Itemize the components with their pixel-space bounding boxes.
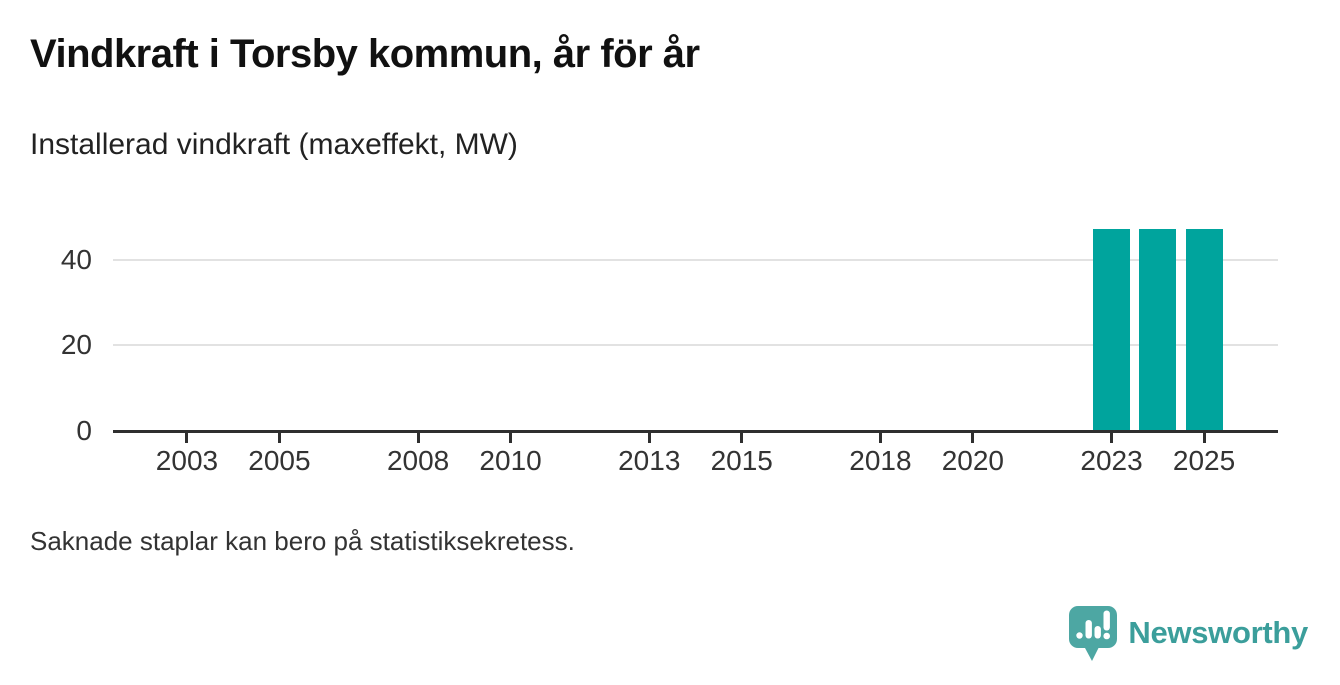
logo-exclamation-dot [1103,632,1111,640]
y-tick-label-20: 20 [60,329,92,361]
y-tick-label-40: 40 [60,243,92,275]
gridline-40 [113,258,1278,261]
chart-footnote: Saknade staplar kan bero på statistiksek… [30,526,575,556]
x-tick-2008 [416,433,420,443]
x-tick-2013 [647,433,651,443]
gridline-20 [113,344,1278,347]
logo-exclamation-bar [1103,610,1111,631]
x-tick-2015 [740,433,744,443]
x-axis-line [113,430,1278,433]
logo-bar-dot [1076,632,1084,639]
x-tick-2003 [185,433,189,443]
newsworthy-branding: Newsworthy [1068,604,1308,662]
x-tick-label-2013: 2013 [618,445,681,476]
x-tick-2020 [971,433,975,443]
chart-subtitle: Installerad vindkraft (maxeffekt, MW) [30,128,518,161]
logo-bar-tall [1085,620,1093,639]
y-tick-label-0: 0 [76,415,92,446]
logo-bar-medium [1094,626,1102,639]
x-tick-2005 [277,433,281,443]
x-tick-label-2025: 2025 [1172,445,1236,476]
newsworthy-logo-icon [1069,606,1118,661]
x-tick-label-2003: 2003 [155,445,219,476]
bar-2023 [1093,229,1131,431]
x-tick-label-2018: 2018 [849,445,912,476]
x-tick-2010 [509,433,513,443]
bar-2025 [1185,229,1223,431]
newsworthy-wordmark: Newsworthy [1128,615,1308,650]
x-tick-label-2020: 2020 [941,445,1005,476]
chart-title: Vindkraft i Torsby kommun, år för år [30,32,700,76]
x-tick-label-2023: 2023 [1080,445,1143,476]
x-tick-2023 [1110,433,1114,443]
x-tick-label-2010: 2010 [479,445,542,476]
x-tick-label-2005: 2005 [248,445,311,476]
x-tick-2018 [878,433,882,443]
x-tick-label-2015: 2015 [710,445,773,476]
x-tick-label-2008: 2008 [386,445,450,476]
x-tick-2025 [1202,433,1206,443]
bar-2024 [1139,229,1177,431]
